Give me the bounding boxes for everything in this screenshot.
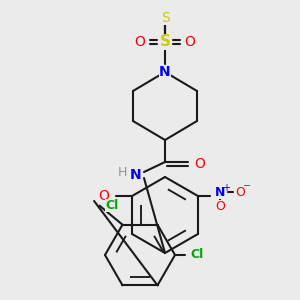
Text: S: S — [160, 34, 170, 50]
Text: −: − — [243, 181, 251, 191]
Text: O: O — [235, 185, 245, 199]
Text: O: O — [215, 200, 225, 212]
Text: Cl: Cl — [105, 199, 118, 212]
Text: N: N — [130, 168, 142, 182]
Text: O: O — [184, 35, 195, 49]
Text: +: + — [222, 183, 230, 193]
Text: Cl: Cl — [190, 248, 204, 262]
Text: N: N — [159, 65, 171, 79]
Text: O: O — [99, 189, 110, 203]
Text: O: O — [195, 157, 206, 171]
Text: N: N — [215, 185, 225, 199]
Text: O: O — [135, 35, 146, 49]
Text: H: H — [117, 167, 127, 179]
Text: S: S — [160, 11, 169, 25]
